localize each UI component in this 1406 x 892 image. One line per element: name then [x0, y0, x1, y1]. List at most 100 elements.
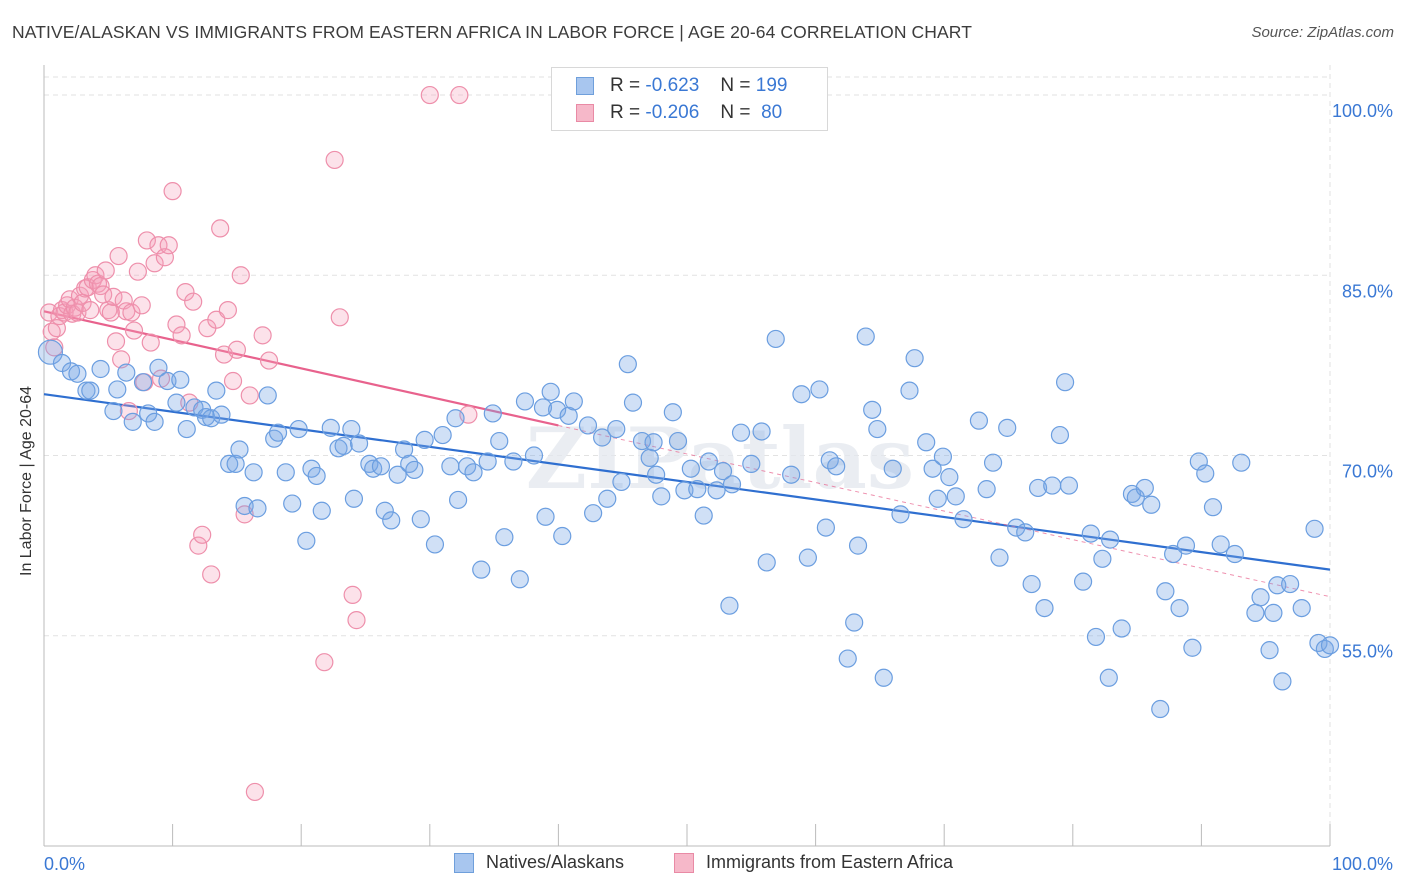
x-tick-label: 0.0% — [44, 854, 85, 874]
point-natives — [312, 501, 331, 520]
point-natives — [1268, 576, 1287, 595]
point-immigrants — [163, 182, 182, 201]
point-natives — [1305, 519, 1324, 538]
point-natives — [1099, 668, 1118, 687]
point-natives — [848, 536, 868, 555]
point-natives — [258, 386, 277, 405]
point-natives — [1073, 572, 1093, 591]
point-immigrants — [106, 332, 126, 351]
point-natives — [524, 446, 544, 465]
point-natives — [623, 393, 643, 412]
y-tick-label: 55.0% — [1342, 642, 1393, 662]
point-immigrants — [259, 351, 279, 370]
point-natives — [668, 431, 688, 451]
axes — [43, 65, 1331, 847]
point-immigrants — [231, 266, 250, 285]
point-immigrants — [240, 386, 259, 405]
point-immigrants — [245, 782, 265, 802]
point-natives — [1055, 373, 1075, 392]
point-natives — [490, 431, 509, 451]
point-natives — [1315, 639, 1334, 659]
point-natives — [349, 434, 369, 453]
point-natives — [1156, 582, 1175, 601]
point-natives — [415, 430, 434, 449]
y-tick-label: 85.0% — [1342, 281, 1393, 301]
point-natives — [933, 447, 953, 466]
point-natives — [91, 359, 110, 379]
point-natives — [827, 457, 846, 476]
y-tick-label: 100.0% — [1332, 101, 1393, 121]
point-natives — [720, 596, 739, 615]
point-natives — [1170, 598, 1189, 618]
point-natives — [1100, 530, 1120, 549]
point-natives — [446, 409, 465, 428]
point-natives — [504, 452, 523, 471]
point-natives — [640, 448, 659, 468]
trend-line-immigrants-extension — [558, 424, 1331, 598]
point-natives — [433, 425, 452, 445]
point-natives — [334, 436, 353, 455]
point-immigrants — [109, 246, 128, 266]
point-immigrants — [159, 236, 178, 255]
point-natives — [244, 463, 263, 482]
point-natives — [1151, 699, 1170, 719]
point-natives — [593, 428, 612, 447]
point-natives — [923, 459, 942, 478]
point-natives — [226, 454, 245, 474]
point-natives — [1050, 425, 1070, 445]
point-natives — [1320, 636, 1340, 655]
point-immigrants — [155, 248, 174, 267]
point-immigrants — [101, 303, 120, 322]
point-natives — [792, 385, 811, 404]
point-natives — [954, 510, 973, 529]
point-natives — [681, 459, 700, 478]
point-natives — [798, 548, 817, 567]
point-natives — [548, 400, 567, 419]
point-natives — [108, 380, 127, 399]
point-natives — [900, 381, 919, 400]
point-immigrants — [315, 653, 334, 672]
point-natives — [663, 403, 682, 422]
y-axis-label: In Labor Force | Age 20-64 — [18, 385, 35, 576]
point-immigrants — [104, 287, 123, 306]
point-immigrants — [347, 611, 366, 630]
point-natives — [307, 466, 326, 486]
point-natives — [856, 327, 875, 346]
point-natives — [1273, 672, 1292, 691]
point-natives — [1176, 536, 1196, 555]
point-natives — [37, 339, 64, 365]
point-natives — [81, 381, 100, 400]
point-natives — [68, 364, 87, 383]
legend-swatch-immigrants — [576, 104, 594, 122]
bottom-legend-swatch-immigrants — [674, 853, 694, 873]
point-natives — [1081, 524, 1100, 543]
point-natives — [441, 457, 460, 476]
point-natives — [1135, 478, 1154, 498]
point-natives — [612, 472, 631, 492]
point-natives — [321, 418, 340, 437]
point-immigrants — [211, 219, 230, 238]
point-natives — [104, 401, 123, 421]
point-immigrants — [202, 565, 221, 584]
point-natives — [207, 381, 226, 400]
point-natives — [1043, 476, 1062, 495]
point-natives — [946, 487, 965, 506]
point-natives — [1007, 518, 1026, 537]
legend-r-label: R = — [610, 75, 641, 96]
point-natives — [559, 406, 578, 425]
bottom-legend-label-natives: Natives/Alaskans — [486, 852, 625, 872]
chart-title: NATIVE/ALASKAN VS IMMIGRANTS FROM EASTER… — [12, 22, 973, 42]
point-natives — [564, 392, 583, 411]
point-natives — [1059, 476, 1079, 495]
point-natives — [1086, 627, 1106, 647]
point-natives — [652, 487, 671, 506]
point-natives — [145, 412, 164, 431]
legend-swatch-natives — [576, 77, 594, 95]
point-immigrants — [81, 301, 100, 320]
point-natives — [448, 490, 468, 510]
point-natives — [394, 440, 414, 459]
point-natives — [276, 463, 295, 482]
point-natives — [940, 468, 959, 487]
point-natives — [618, 355, 637, 374]
point-natives — [230, 440, 249, 459]
